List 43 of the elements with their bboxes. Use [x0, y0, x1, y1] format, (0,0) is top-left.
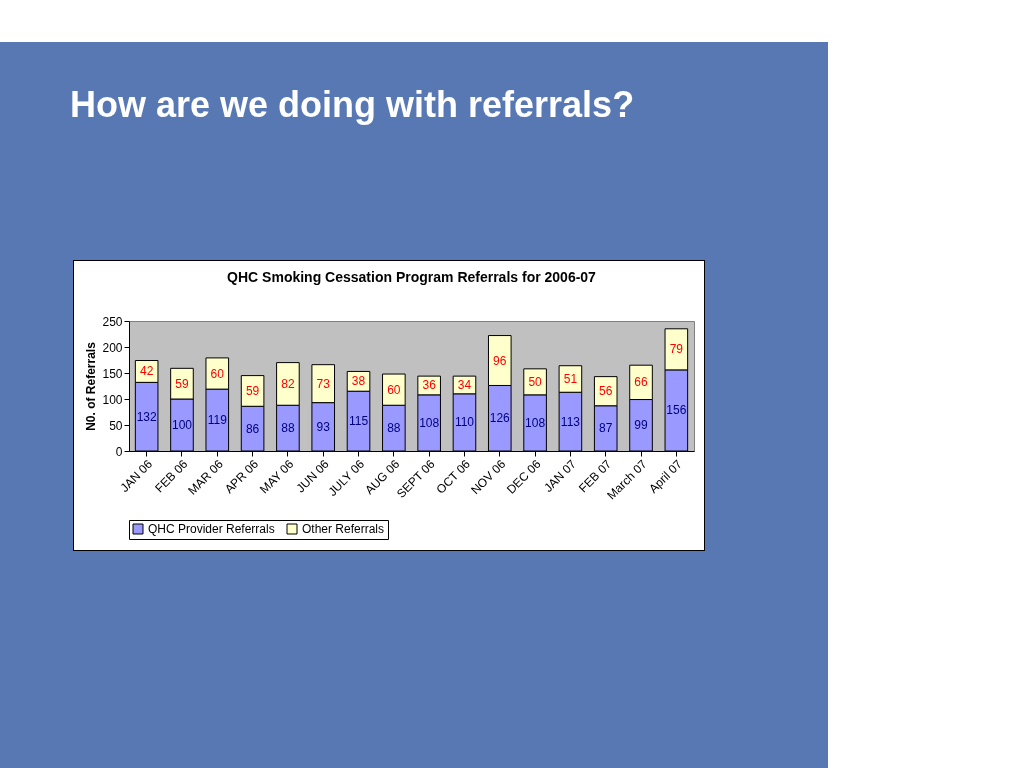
legend-label: QHC Provider Referrals [148, 522, 275, 536]
data-label: 93 [316, 419, 331, 434]
data-label: 59 [245, 383, 260, 398]
y-tick-label: 150 [102, 366, 123, 381]
data-label: 38 [351, 374, 366, 389]
data-label: 36 [422, 378, 437, 393]
y-tick-label: 250 [102, 314, 123, 329]
data-label: 119 [207, 413, 228, 428]
data-label: 34 [457, 377, 472, 392]
data-label: 60 [387, 382, 401, 397]
data-label: 115 [348, 414, 369, 429]
data-label: 88 [387, 421, 401, 436]
data-label: 59 [175, 376, 189, 391]
y-tick-label: 200 [102, 340, 123, 355]
data-label: 73 [316, 376, 331, 391]
y-axis-title: N0. of Referrals [84, 341, 99, 431]
data-label: 96 [493, 353, 507, 368]
data-label: 110 [454, 415, 475, 430]
y-tick-label: 0 [115, 444, 123, 459]
data-label: 42 [139, 364, 154, 379]
data-label: 132 [136, 409, 157, 424]
data-label: 113 [560, 414, 581, 429]
data-label: 60 [210, 366, 225, 381]
data-label: 56 [599, 384, 613, 399]
data-label: 82 [281, 376, 295, 391]
data-label: 126 [489, 411, 511, 426]
data-label: 87 [599, 421, 613, 436]
data-label: 79 [669, 342, 684, 357]
y-tick-label: 50 [109, 418, 123, 433]
data-label: 108 [525, 415, 546, 430]
legend-label: Other Referrals [302, 522, 385, 536]
data-label: 86 [245, 421, 260, 436]
data-label: 99 [634, 418, 649, 433]
chart-title: How are we doing with referrals? [70, 84, 635, 126]
data-label: 156 [666, 403, 687, 418]
chart-subtitle: QHC Smoking Cessation Program Referrals for 2006-07 [227, 269, 597, 285]
data-label: 100 [171, 418, 193, 432]
data-label: 50 [528, 374, 543, 389]
data-label: 88 [281, 421, 295, 436]
y-tick-label: 100 [102, 392, 123, 407]
data-label: 108 [419, 415, 440, 430]
data-label: 66 [634, 375, 649, 390]
data-label: 51 [563, 371, 578, 386]
